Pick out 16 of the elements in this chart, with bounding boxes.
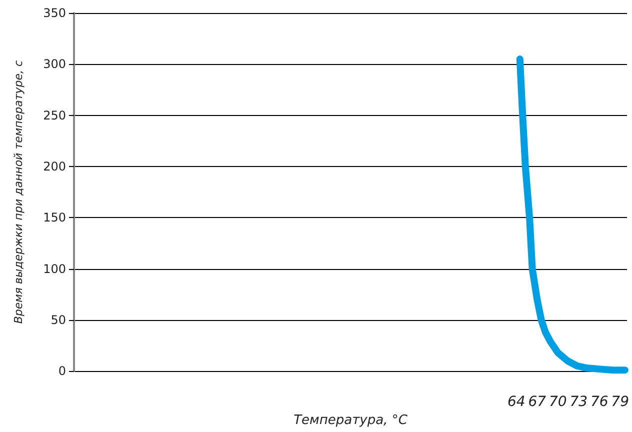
y-tick-label: 0 bbox=[58, 364, 66, 378]
x-tick-label: 76 bbox=[590, 394, 608, 410]
y-axis-title: Время выдержки при данной температуре, с bbox=[12, 60, 25, 324]
x-tick-label: 70 bbox=[548, 394, 567, 410]
y-tick-label: 350 bbox=[43, 6, 66, 20]
y-tick-label: 300 bbox=[43, 57, 66, 72]
x-tick-label: 73 bbox=[570, 394, 588, 410]
y-tick-label: 200 bbox=[43, 159, 66, 174]
x-tick-label: 67 bbox=[528, 394, 546, 410]
x-tick-label: 79 bbox=[611, 394, 630, 410]
x-tick-label: 64 bbox=[507, 394, 526, 410]
y-tick-label: 150 bbox=[43, 210, 66, 225]
y-tick-label: 100 bbox=[43, 262, 66, 276]
x-axis-title: Температура, °C bbox=[294, 413, 408, 428]
y-tick-label: 50 bbox=[50, 312, 66, 327]
y-tick-label: 250 bbox=[43, 108, 66, 122]
